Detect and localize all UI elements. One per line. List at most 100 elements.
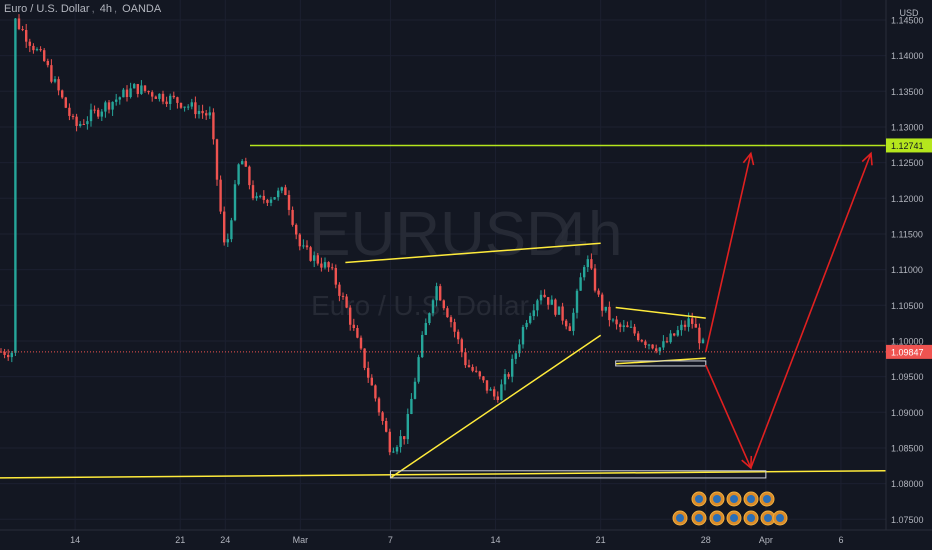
level-price-tag[interactable] — [886, 138, 932, 153]
price-tick-label: 1.07500 — [891, 515, 924, 525]
current-price-tag[interactable] — [886, 344, 932, 359]
watermark-description: Euro / U.S. Dollar — [311, 290, 529, 321]
candle-body — [251, 185, 255, 199]
candle-body — [82, 123, 85, 125]
candle-body — [205, 113, 208, 116]
price-tick-label: 1.11000 — [891, 265, 923, 275]
candle-body — [453, 322, 456, 332]
candle-body — [392, 451, 395, 453]
candle-body — [89, 109, 93, 122]
candle-body — [46, 60, 49, 66]
event-flag-icon-inner — [713, 495, 721, 503]
candle-body — [435, 286, 438, 301]
symbol-header[interactable]: Euro / U.S. Dollar, 4h, OANDA — [4, 3, 162, 15]
support-box[interactable] — [389, 470, 767, 479]
candle-body — [683, 324, 687, 327]
candle-body — [305, 245, 309, 248]
price-tick-label: 1.12000 — [891, 194, 924, 204]
pennant-box[interactable] — [615, 360, 707, 367]
time-axis[interactable]: 14 21 24 Mar 7 14 21 28 Apr 6 — [70, 535, 843, 545]
candle-body — [79, 123, 82, 126]
bullish-arrow-1-head — [742, 151, 755, 166]
candle-body — [61, 90, 64, 98]
candle-body — [118, 97, 121, 100]
ascending-lower-trendline[interactable] — [390, 334, 602, 479]
candle-body — [367, 367, 370, 378]
time-tick-label: 6 — [838, 535, 843, 545]
candle-body — [133, 84, 136, 89]
candle-body — [100, 111, 103, 117]
watermark-symbol: EURUSD — [309, 200, 571, 269]
candle-body — [334, 268, 337, 285]
pennant-upper-trendline[interactable] — [615, 306, 706, 319]
candle-body — [493, 389, 496, 397]
candle-body — [662, 341, 665, 348]
event-flag-icon-inner — [763, 495, 771, 503]
candle-body — [676, 330, 679, 336]
price-tick-label: 1.13500 — [891, 87, 924, 97]
candle-body — [280, 187, 283, 191]
bullish-arrow-1[interactable] — [705, 153, 752, 352]
event-flag-icon-inner — [730, 495, 738, 503]
event-flag-icon-inner — [695, 514, 703, 522]
candle-body — [539, 294, 543, 301]
candle-body — [28, 41, 31, 46]
candle-body — [32, 45, 35, 51]
price-tick-label: 1.13000 — [891, 122, 924, 132]
candle-body — [21, 29, 24, 31]
candle-body — [687, 318, 690, 327]
candle-body — [125, 89, 129, 98]
event-flag-icon-inner — [776, 514, 784, 522]
candle-body — [140, 85, 143, 94]
price-tick-label: 1.10500 — [891, 301, 924, 311]
candle-body — [190, 102, 193, 107]
candle-body — [241, 161, 244, 165]
candle-body — [331, 267, 334, 269]
candle-body — [597, 290, 600, 295]
candle-body — [39, 49, 42, 51]
candle-body — [471, 367, 474, 371]
candle-body — [658, 347, 661, 352]
candle-body — [104, 102, 107, 112]
candle-body — [543, 294, 546, 298]
candle-body — [417, 357, 420, 382]
candle-body — [201, 110, 204, 114]
candle-body — [129, 88, 132, 98]
time-tick-label: 24 — [220, 535, 230, 545]
candle-body — [363, 348, 366, 368]
candle-body — [485, 380, 489, 391]
candle-body — [615, 319, 618, 325]
candle-body — [215, 139, 219, 180]
time-tick-label: 14 — [491, 535, 501, 545]
candle-body — [262, 195, 265, 200]
drawings[interactable] — [0, 144, 887, 479]
candle-body — [10, 352, 13, 358]
candle-body — [467, 365, 471, 368]
candle-body — [244, 161, 247, 167]
bullish-arrow-2[interactable] — [750, 153, 872, 469]
candle-body — [514, 353, 517, 359]
candle-body — [349, 307, 352, 325]
bearish-arrow[interactable] — [705, 364, 752, 469]
candle-body — [277, 190, 280, 198]
price-tick-label: 1.14500 — [891, 15, 924, 25]
candle-body — [64, 97, 67, 108]
candle-body — [291, 209, 294, 225]
ascending-upper-trendline[interactable] — [345, 242, 601, 264]
candle-body — [629, 326, 633, 328]
candle-body — [226, 239, 229, 243]
candle-body — [197, 110, 201, 115]
support-line[interactable] — [0, 470, 887, 479]
candle-body — [442, 300, 445, 309]
candle-body — [187, 106, 190, 108]
candle-body — [532, 310, 535, 317]
candle-body — [158, 93, 161, 99]
candle-body — [147, 90, 150, 93]
economic-events[interactable] — [672, 491, 788, 526]
candle-body — [622, 325, 625, 327]
candle-body — [475, 370, 478, 372]
candle-body — [489, 389, 492, 391]
candle-body — [7, 354, 10, 358]
price-axis[interactable]: 1.14500 1.14000 1.13500 1.13000 1.12500 1.120… — [886, 15, 932, 525]
